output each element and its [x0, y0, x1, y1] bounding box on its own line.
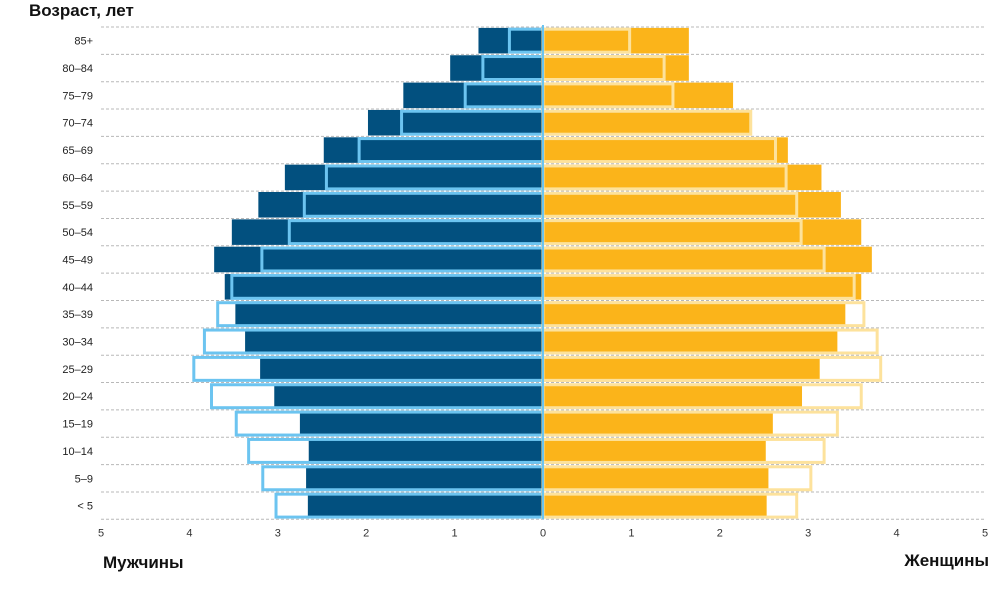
male-bar: [260, 356, 543, 382]
age-group-label: 60–64: [62, 172, 93, 184]
x-tick-label: 1: [452, 527, 458, 539]
male-bar: [214, 246, 544, 273]
female-bar: [543, 328, 838, 355]
male-bar: [258, 192, 543, 218]
age-group-label: 10–14: [62, 446, 93, 458]
male-bar: [307, 492, 543, 519]
female-bar: [543, 410, 773, 437]
axis-layer: 85+80–8475–7970–7465–6960–6455–5950–5445…: [62, 25, 988, 539]
x-tick-label: 2: [363, 527, 369, 539]
age-group-label: 40–44: [62, 282, 93, 294]
bar-layer: [192, 27, 883, 519]
female-bar: [543, 383, 803, 409]
x-tick-label: 4: [186, 527, 192, 539]
male-bar: [308, 438, 543, 464]
age-group-label: 45–49: [62, 254, 93, 266]
female-bar: [543, 301, 846, 327]
female-bar: [543, 465, 769, 492]
male-bar: [235, 301, 544, 327]
male-bar: [367, 109, 543, 136]
x-tick-label: 2: [717, 527, 723, 539]
female-bar: [543, 192, 841, 218]
female-bar: [543, 246, 872, 273]
age-group-label: 55–59: [62, 200, 93, 212]
age-group-label: 70–74: [62, 118, 93, 130]
age-group-label: 65–69: [62, 145, 93, 157]
x-tick-label: 3: [275, 527, 281, 539]
x-tick-label: 1: [628, 527, 634, 539]
age-group-label: 85+: [74, 36, 93, 48]
male-bar: [245, 328, 544, 355]
age-group-label: 25–29: [62, 364, 93, 376]
male-side-label: Мужчины: [103, 553, 184, 572]
male-bar: [306, 465, 543, 492]
female-bar: [543, 82, 734, 109]
male-bar: [224, 274, 543, 300]
x-tick-label: 4: [894, 527, 900, 539]
female-bar: [543, 55, 689, 81]
age-group-label: 75–79: [62, 90, 93, 102]
x-tick-label: 3: [805, 527, 811, 539]
age-group-label: 15–19: [62, 419, 93, 431]
age-group-label: 20–24: [62, 391, 93, 403]
age-group-label: 80–84: [62, 63, 93, 75]
male-bar: [284, 164, 543, 191]
male-bar: [231, 219, 543, 245]
female-side-label: Женщины: [903, 551, 989, 570]
female-bar: [543, 438, 766, 464]
female-bar: [543, 356, 820, 382]
male-bar: [274, 383, 543, 409]
female-bar: [543, 27, 689, 54]
female-bar: [543, 492, 767, 519]
male-bar: [403, 82, 543, 109]
age-group-label: 50–54: [62, 227, 93, 239]
female-bar: [543, 274, 862, 300]
x-tick-label: 5: [98, 527, 104, 539]
male-bar: [323, 137, 543, 163]
female-bar: [543, 164, 822, 191]
x-tick-label: 5: [982, 527, 988, 539]
female-bar: [543, 219, 862, 245]
age-group-label: 30–34: [62, 337, 93, 349]
chart-title: Возраст, лет: [29, 1, 134, 20]
age-group-label: < 5: [77, 501, 93, 513]
male-bar: [450, 55, 543, 81]
female-bar: [543, 137, 788, 163]
age-group-label: 35–39: [62, 309, 93, 321]
x-tick-label: 0: [540, 527, 546, 539]
male-bar: [299, 410, 543, 437]
age-group-label: 5–9: [75, 473, 93, 485]
female-bar: [543, 109, 751, 136]
